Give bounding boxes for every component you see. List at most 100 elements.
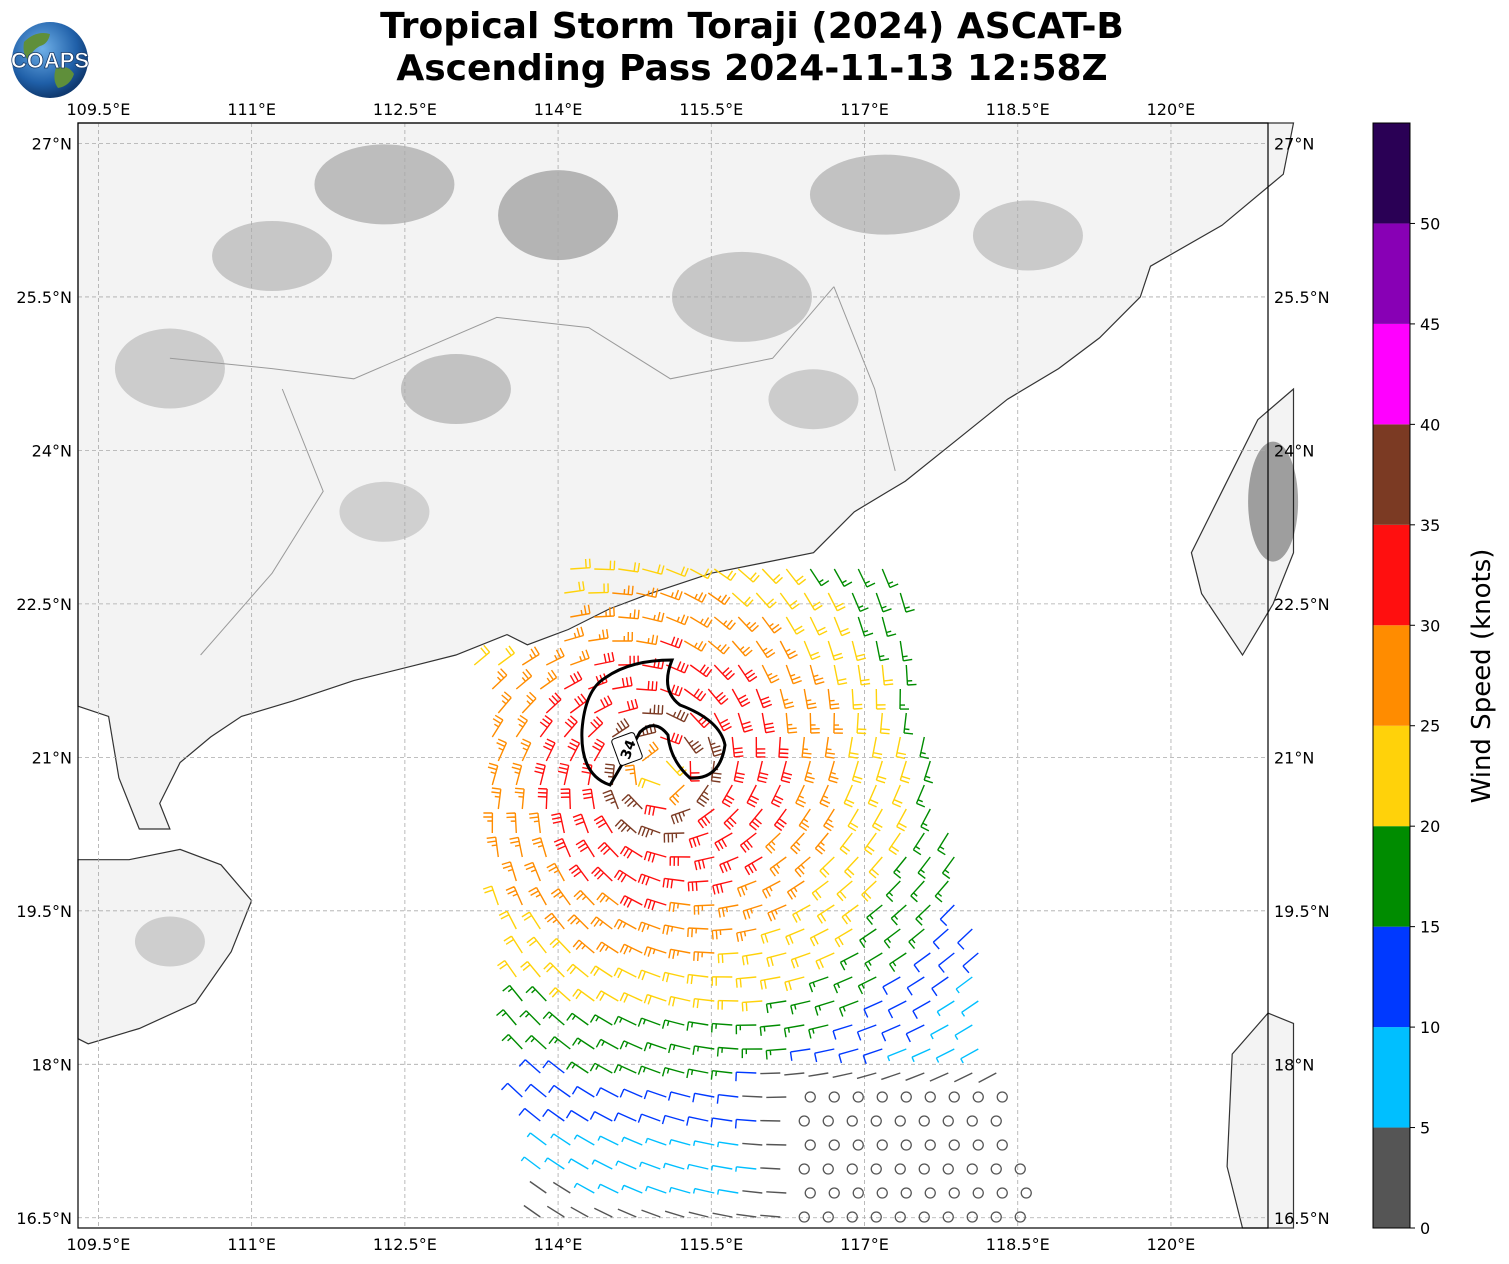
wind-barb: [615, 1160, 637, 1170]
wind-barb: [602, 789, 619, 810]
wind-barb: [692, 998, 715, 1009]
colorbar: 0 5 10 15 20 25 30 35 40 45 50: [1372, 122, 1440, 1238]
wind-barb: [668, 1043, 691, 1054]
wind-barb: [960, 1048, 979, 1064]
colorbar-bin: [1373, 524, 1410, 626]
wind-barb: [618, 698, 639, 714]
wind-barb: [566, 1061, 589, 1074]
calm-circle: [942, 1163, 954, 1175]
wind-barb: [851, 760, 863, 784]
wind-barb: [760, 1072, 781, 1075]
wind-barb: [597, 1135, 619, 1146]
calm-circle: [870, 1211, 882, 1223]
calm-circle: [996, 1139, 1008, 1151]
wind-barb: [851, 592, 869, 613]
wind-barb: [572, 1037, 595, 1050]
wind-barb: [809, 616, 828, 636]
wind-barb: [962, 952, 979, 974]
wind-barb: [731, 736, 744, 758]
wind-barb: [859, 928, 877, 949]
lat-tick-right: 22.5°N: [1274, 595, 1330, 614]
colorbar-bin: [1373, 826, 1410, 927]
wind-barb: [548, 987, 571, 1002]
hainan-island: [77, 848, 253, 1045]
wind-barb: [711, 1022, 733, 1033]
calm-circle: [900, 1091, 912, 1103]
wind-barb: [641, 1209, 661, 1218]
wind-barb: [573, 1134, 595, 1146]
wind-barb: [735, 976, 757, 988]
wind-barb: [839, 952, 859, 971]
wind-barb: [906, 976, 925, 996]
wind-barb: [875, 760, 887, 784]
terrain-shading: [114, 328, 225, 409]
lat-tick-right: 16.5°N: [1274, 1209, 1330, 1228]
wind-barb: [604, 763, 615, 786]
lat-tick-right: 21°N: [1274, 748, 1314, 767]
lat-tick-left: 16.5°N: [16, 1209, 72, 1228]
wind-barb: [755, 688, 773, 709]
wind-barb: [875, 688, 886, 710]
wind-barb: [613, 1064, 637, 1074]
wind-barb: [923, 760, 934, 784]
lon-tick-bottom: 115.5°E: [679, 1235, 743, 1254]
wind-barb: [539, 669, 558, 690]
wind-barb: [643, 898, 667, 911]
calm-circle: [804, 1187, 816, 1199]
colorbar-bin: [1373, 1027, 1410, 1128]
wind-barb: [550, 888, 571, 906]
wind-barb: [828, 760, 839, 784]
wind-barb: [903, 712, 914, 735]
wind-barb: [588, 628, 609, 642]
lat-tick-left: 24°N: [32, 441, 72, 460]
wind-barb: [621, 1184, 643, 1194]
calm-circle: [870, 1115, 882, 1127]
wind-barb: [936, 1000, 955, 1017]
wind-barb: [491, 787, 502, 810]
wind-barb: [597, 841, 619, 858]
wind-barb: [741, 952, 763, 966]
terrain-shading: [1248, 441, 1299, 562]
colorbar-bin: [1373, 1127, 1410, 1228]
wind-barb: [692, 1045, 715, 1055]
wind-barb: [687, 927, 709, 938]
wind-barb: [515, 714, 528, 738]
wind-barb: [864, 952, 883, 972]
lon-tick-bottom: 117°E: [840, 1235, 889, 1254]
lon-tick-bottom: 111°E: [227, 1235, 276, 1254]
wind-barb: [915, 904, 931, 926]
wind-barb: [660, 636, 683, 649]
logo-text: COAPS: [11, 48, 89, 73]
wind-34kt-contour: 34: [580, 658, 727, 787]
wind-barb: [502, 984, 523, 1002]
wind-barb: [643, 946, 667, 957]
wind-barb: [783, 1024, 805, 1038]
lon-tick-top: 111°E: [227, 100, 276, 119]
wind-barb: [521, 691, 537, 714]
wind-barb: [661, 1114, 685, 1125]
wind-barb: [689, 712, 711, 729]
wind-barb: [497, 691, 512, 714]
wind-barb: [590, 916, 613, 930]
wind-barb: [519, 1010, 541, 1026]
calm-circle: [924, 1091, 936, 1103]
wind-barb: [713, 664, 735, 681]
wind-barb: [553, 837, 571, 858]
wind-barb: [710, 1070, 733, 1080]
wind-barb: [523, 1204, 541, 1218]
wind-barb: [978, 1072, 997, 1084]
wind-barb: [496, 1009, 517, 1026]
wind-barb: [710, 1117, 733, 1128]
wind-barb: [765, 1000, 787, 1014]
wind-barb: [883, 928, 901, 949]
wind-barb: [564, 581, 585, 594]
wind-barb: [786, 880, 805, 900]
wind-barb: [663, 832, 685, 843]
wind-barb: [637, 873, 661, 886]
calm-circle: [798, 1211, 810, 1223]
wind-barb: [908, 928, 925, 950]
wind-barb: [636, 723, 657, 738]
wind-barb: [851, 640, 867, 662]
wind-barb: [857, 664, 871, 686]
wind-barb: [742, 1095, 763, 1098]
